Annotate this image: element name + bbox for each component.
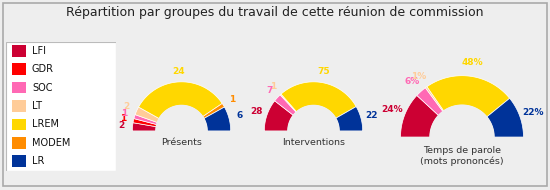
Text: LREM: LREM xyxy=(32,120,59,130)
Text: GDR: GDR xyxy=(32,64,54,74)
Text: 75: 75 xyxy=(317,67,329,76)
Text: Présents: Présents xyxy=(161,138,202,147)
Polygon shape xyxy=(135,107,159,123)
Polygon shape xyxy=(400,95,438,137)
Polygon shape xyxy=(398,137,526,190)
Text: 2: 2 xyxy=(119,121,125,130)
Polygon shape xyxy=(281,82,356,118)
Polygon shape xyxy=(130,131,233,185)
Polygon shape xyxy=(203,104,224,119)
Polygon shape xyxy=(134,115,157,125)
Bar xyxy=(12,45,26,57)
Polygon shape xyxy=(265,101,293,131)
Text: 24%: 24% xyxy=(381,105,403,114)
Polygon shape xyxy=(427,76,510,117)
Polygon shape xyxy=(274,95,296,115)
Bar xyxy=(12,137,26,149)
Bar xyxy=(12,155,26,167)
Polygon shape xyxy=(487,98,524,137)
Polygon shape xyxy=(139,82,222,119)
Polygon shape xyxy=(280,94,296,112)
Polygon shape xyxy=(133,119,157,127)
Text: LFI: LFI xyxy=(32,46,46,56)
Text: 6: 6 xyxy=(236,111,243,120)
Bar xyxy=(12,119,26,130)
Text: 2: 2 xyxy=(124,102,130,111)
Text: 1: 1 xyxy=(229,95,236,104)
Polygon shape xyxy=(336,107,362,131)
FancyBboxPatch shape xyxy=(6,42,115,171)
Polygon shape xyxy=(425,87,444,112)
Bar xyxy=(12,63,26,75)
Text: LR: LR xyxy=(32,156,45,166)
Polygon shape xyxy=(417,88,443,116)
Text: 48%: 48% xyxy=(461,58,483,67)
Polygon shape xyxy=(262,131,365,185)
Text: Répartition par groupes du travail de cette réunion de commission: Répartition par groupes du travail de ce… xyxy=(66,6,484,19)
Text: 24: 24 xyxy=(173,66,185,76)
Text: 22%: 22% xyxy=(522,108,543,116)
Text: 7: 7 xyxy=(266,86,273,95)
Text: MODEM: MODEM xyxy=(32,138,70,148)
Polygon shape xyxy=(133,123,156,131)
Text: 22: 22 xyxy=(365,111,378,120)
Polygon shape xyxy=(430,105,494,169)
Polygon shape xyxy=(156,105,207,157)
Polygon shape xyxy=(204,107,230,131)
Text: 1: 1 xyxy=(121,109,127,118)
Text: LT: LT xyxy=(32,101,42,111)
Bar xyxy=(12,82,26,93)
Text: SOC: SOC xyxy=(32,83,52,93)
Text: 1: 1 xyxy=(120,114,126,123)
Text: 28: 28 xyxy=(250,107,263,116)
Text: 1%: 1% xyxy=(411,72,426,81)
Text: Temps de parole
(mots prononcés): Temps de parole (mots prononcés) xyxy=(420,146,504,166)
Polygon shape xyxy=(288,105,339,157)
Text: 6%: 6% xyxy=(404,77,420,86)
Text: Interventions: Interventions xyxy=(282,138,345,147)
Bar xyxy=(12,100,26,112)
Text: 1: 1 xyxy=(270,82,277,91)
